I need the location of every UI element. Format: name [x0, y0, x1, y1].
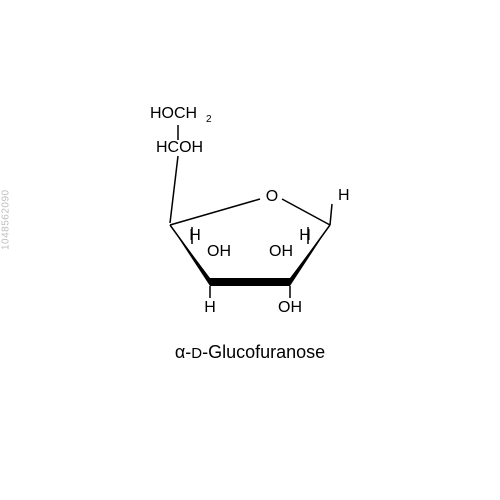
bond-c5-c4ring	[170, 156, 178, 223]
label-hoch2-sub: 2	[206, 114, 212, 125]
compound-name: α-D-Glucofuranose	[0, 342, 500, 363]
label-h-right: H	[299, 227, 311, 244]
label-hoch2: HOCH	[150, 105, 197, 122]
label-h-left: H	[189, 227, 201, 244]
caption-rest: -Glucofuranose	[202, 342, 325, 362]
label-h-bottom-left: H	[204, 299, 216, 316]
bond-c4-h	[330, 204, 332, 225]
label-oh-left: OH	[207, 243, 231, 260]
bond-front-bold	[210, 278, 290, 286]
caption-d: D	[191, 345, 202, 362]
bond-c1-o	[170, 199, 260, 225]
watermark-id: 1048562090	[1, 189, 12, 250]
caption-alpha: α-	[175, 342, 191, 362]
label-hcoh: HCOH	[156, 139, 203, 156]
atom-o-ring: O	[266, 188, 278, 205]
bond-o-c4	[282, 199, 330, 225]
label-oh-right: OH	[269, 243, 293, 260]
label-h-upper-right: H	[338, 187, 350, 204]
label-oh-bottom-right: OH	[278, 299, 302, 316]
